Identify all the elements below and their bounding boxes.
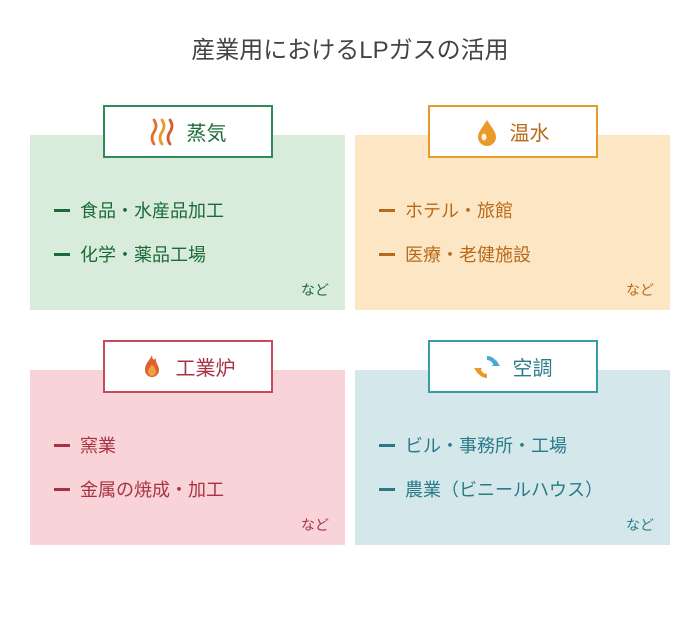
dash-icon [54,488,70,491]
dash-icon [379,209,395,212]
item-text: 医療・老健施設 [405,241,531,267]
list-item: 食品・水産品加工 [54,197,321,223]
item-text: 化学・薬品工場 [80,241,206,267]
cycle-icon [473,353,501,381]
list-item: ビル・事務所・工場 [379,432,646,458]
dash-icon [54,253,70,256]
card-body: ホテル・旅館 医療・老健施設 など [355,135,670,310]
list-item: 化学・薬品工場 [54,241,321,267]
flame-icon [140,353,164,381]
card-label: 空調 [513,352,553,381]
card-label: 蒸気 [187,117,227,146]
card-label: 温水 [510,117,550,146]
etc-label: など [626,515,654,535]
droplet-icon [476,118,498,146]
dash-icon [379,444,395,447]
card-hotwater: 温水 ホテル・旅館 医療・老健施設 など [355,105,670,310]
dash-icon [379,253,395,256]
item-text: 窯業 [80,432,116,458]
steam-icon [149,118,175,146]
list-item: ホテル・旅館 [379,197,646,223]
etc-label: など [301,515,329,535]
card-body: 窯業 金属の焼成・加工 など [30,370,345,545]
etc-label: など [301,280,329,300]
card-grid: 蒸気 食品・水産品加工 化学・薬品工場 など 温水 [20,105,680,545]
card-steam: 蒸気 食品・水産品加工 化学・薬品工場 など [30,105,345,310]
item-text: 金属の焼成・加工 [80,476,224,502]
item-text: 食品・水産品加工 [80,197,224,223]
dash-icon [54,444,70,447]
list-item: 農業（ビニールハウス） [379,476,646,502]
card-label: 工業炉 [176,352,236,381]
item-text: ビル・事務所・工場 [405,432,567,458]
card-header-hotwater: 温水 [428,105,598,158]
card-body: ビル・事務所・工場 農業（ビニールハウス） など [355,370,670,545]
list-item: 金属の焼成・加工 [54,476,321,502]
list-item: 窯業 [54,432,321,458]
card-header-aircon: 空調 [428,340,598,393]
card-header-furnace: 工業炉 [103,340,273,393]
etc-label: など [626,280,654,300]
dash-icon [379,488,395,491]
item-text: 農業（ビニールハウス） [405,476,603,502]
page-title: 産業用におけるLPガスの活用 [20,30,680,65]
card-body: 食品・水産品加工 化学・薬品工場 など [30,135,345,310]
card-furnace: 工業炉 窯業 金属の焼成・加工 など [30,340,345,545]
item-text: ホテル・旅館 [405,197,513,223]
card-aircon: 空調 ビル・事務所・工場 農業（ビニールハウス） など [355,340,670,545]
list-item: 医療・老健施設 [379,241,646,267]
card-header-steam: 蒸気 [103,105,273,158]
dash-icon [54,209,70,212]
